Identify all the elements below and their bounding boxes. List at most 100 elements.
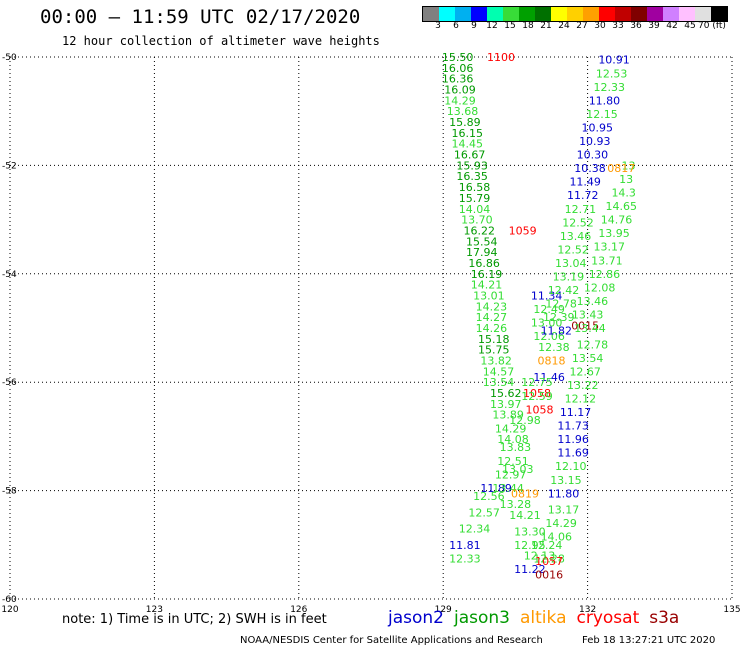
data-label: 13.44 [492,482,524,495]
data-label: 15.79 [459,192,491,205]
legend-swatch [711,7,727,21]
y-tick-label: -52 [2,161,17,171]
data-label: 12.49 [533,303,565,316]
data-label: 11.22 [514,563,546,576]
data-label: 12.15 [586,108,618,121]
data-label: 11.82 [541,325,573,338]
data-label: 13.22 [567,379,599,392]
legend-swatch [631,7,647,21]
data-label: 10.38 [574,162,606,175]
data-label: 11.49 [569,176,601,189]
x-tick-label: 129 [435,605,452,615]
legend-swatch [663,7,679,21]
legend-tick-label: 30 [594,21,606,31]
legend-tick-label: 45 [684,21,696,31]
legend-tick-label: 27 [576,21,588,31]
data-label: 13 [622,159,636,172]
data-label: 14.29 [444,94,476,107]
data-label: 13.70 [461,214,493,227]
data-label: 14.27 [476,311,508,324]
data-label: 11.73 [557,420,589,433]
data-label: 12.12 [565,392,597,405]
satellite-label-altika: altika [520,608,567,628]
data-label: 13.04 [555,257,587,270]
legend-tick-label: 21 [540,21,552,31]
data-label: 15.75 [478,344,510,357]
data-label: 11.34 [531,289,563,302]
legend-tick-label: 70 (ft) [698,21,726,31]
data-label: 12.78 [545,298,577,311]
legend-tick-label: 36 [630,21,642,31]
data-label: 1059 [509,224,537,237]
data-label: 15.50 [442,51,474,64]
data-label: 13.54 [483,376,515,389]
legend-swatch [567,7,583,21]
data-label: 12.24 [531,539,563,552]
data-label: 13.17 [548,504,580,517]
data-label: 11.81 [449,539,481,552]
legend-swatch [455,7,471,21]
data-label: 0819 [511,487,539,500]
data-label: 16.58 [459,181,491,194]
data-label: 15.62 [490,387,522,400]
data-label: 14.65 [606,200,638,213]
data-label: 11.69 [557,447,589,460]
data-label: 13.28 [500,498,532,511]
legend-tick-label: 33 [612,21,624,31]
y-tick-label: -56 [2,378,17,388]
data-label: 10.93 [579,135,611,148]
legend-tick-label: 15 [504,21,516,31]
data-label: 14.04 [459,203,491,216]
data-label: 12.97 [495,468,527,481]
x-tick-label: 126 [290,605,307,615]
y-tick-label: -58 [2,487,17,497]
data-label: 12.08 [584,281,616,294]
data-label: 13.54 [572,352,604,365]
data-label: 16.67 [454,149,486,162]
data-label: 12.95 [514,539,546,552]
data-label: 14.21 [471,279,503,292]
data-label: 11.46 [533,371,565,384]
data-label: 16.35 [456,170,488,183]
data-label: 0818 [538,355,566,368]
data-label: 12.33 [594,81,626,94]
data-label: 12.51 [497,455,529,468]
data-label: 1057 [535,555,563,568]
legend-tick-label: 39 [648,21,660,31]
legend-swatch [583,7,599,21]
data-label: 13.17 [594,241,626,254]
data-label: 12.39 [543,311,575,324]
data-label: 15.54 [466,235,498,248]
data-label: 13.19 [553,271,585,284]
x-tick-label: 120 [1,605,18,615]
y-tick-label: -60 [2,595,17,605]
data-label: 13.15 [550,474,582,487]
legend-tick-label: 12 [486,21,498,31]
satellite-label-cryosat: cryosat [576,608,640,628]
data-label: 11.89 [480,482,512,495]
footer-timestamp: Feb 18 13:27:21 UTC 2020 [582,635,716,646]
data-label: 10.95 [581,121,613,134]
data-label: 1058 [525,403,553,416]
data-label: 16.36 [442,73,474,86]
data-label: 14.29 [495,422,527,435]
x-tick-label: 135 [723,605,740,615]
data-label: 11.17 [560,406,592,419]
data-label: 11.96 [557,433,589,446]
satellite-label-jason2: jason2 [388,608,444,628]
data-label: 14.21 [509,509,541,522]
legend-swatch [615,7,631,21]
data-label: 11.72 [567,189,599,202]
satellite-legend: jason2 jason3 altika cryosat s3a [388,608,689,628]
color-legend [422,6,728,22]
data-label: 0016 [535,569,563,582]
data-label: 12.42 [548,284,580,297]
note-text: note: 1) Time is in UTC; 2) SWH is in fe… [62,612,327,627]
data-label: 13.89 [492,409,524,422]
y-tick-label: -50 [2,53,17,63]
legend-swatch [535,7,551,21]
data-label: 10.30 [577,149,609,162]
data-label: 12.06 [533,330,565,343]
